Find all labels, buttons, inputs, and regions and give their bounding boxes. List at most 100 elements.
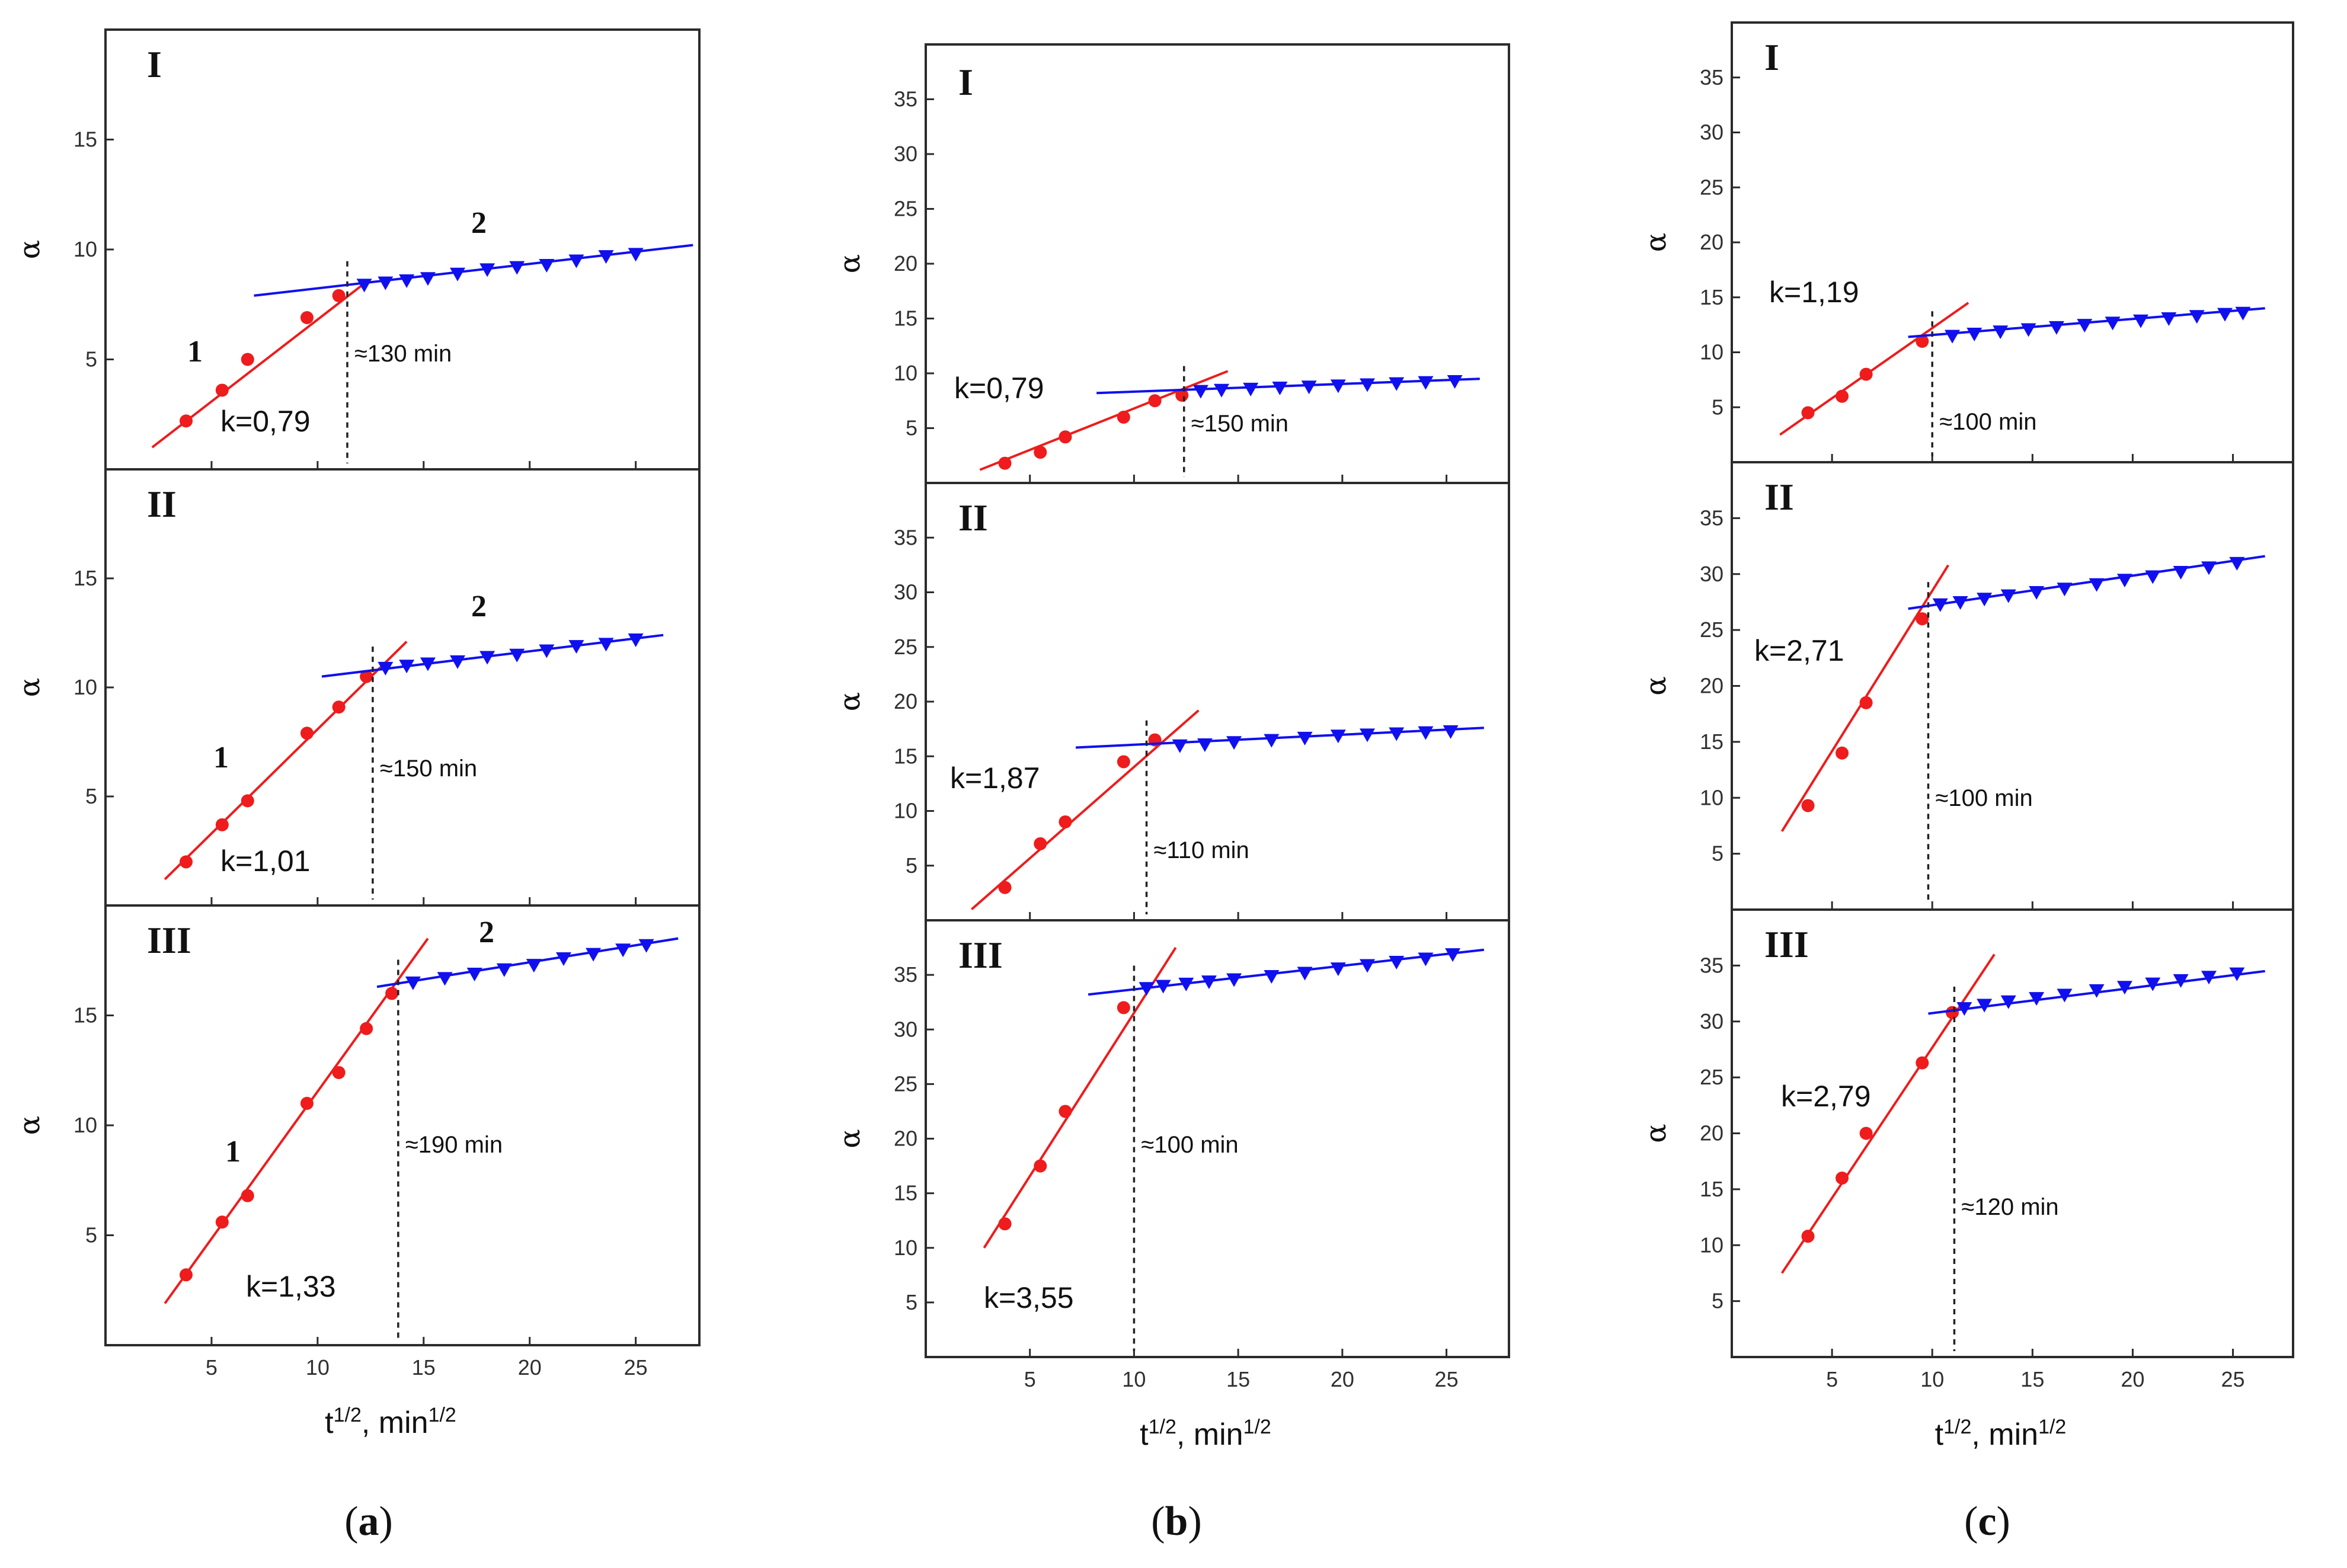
fit-line-2 xyxy=(1088,948,1485,996)
plot-frame xyxy=(104,28,701,471)
x-axis-label: t1/2, min1/2 xyxy=(325,1404,456,1440)
y-tick-label: 15 xyxy=(1700,1177,1724,1201)
data-point-2 xyxy=(2000,589,2016,603)
panel-numeral: I xyxy=(958,61,973,103)
y-tick-label: 35 xyxy=(1700,505,1724,530)
data-point-1 xyxy=(300,1096,314,1110)
subplot-label-a: (a) xyxy=(344,1499,393,1544)
y-tick-label: 5 xyxy=(1712,395,1724,419)
panel-a-iii: 5 10 15 5 10 15 20 25 α III ≈190 min k=1,33 1 2 xyxy=(13,904,701,1380)
data-point-1 xyxy=(998,1217,1012,1231)
data-point-2 xyxy=(1443,725,1459,739)
data-point-2 xyxy=(509,648,525,663)
data-point-2 xyxy=(378,661,394,676)
data-point-1 xyxy=(1034,837,1047,850)
y-tick-label: 20 xyxy=(894,251,917,276)
data-point-2 xyxy=(1389,956,1405,970)
data-point-1 xyxy=(998,881,1012,894)
breakpoint-time-label: ≈120 min xyxy=(1961,1194,2058,1220)
data-point-2 xyxy=(2173,565,2189,580)
panel-numeral: I xyxy=(1764,36,1779,78)
data-point-2 xyxy=(1977,999,1993,1013)
data-point-2 xyxy=(1155,980,1171,994)
y-tick-label: 15 xyxy=(894,744,917,768)
y-axis-label: α xyxy=(1639,233,1673,252)
curve-label-1: 1 xyxy=(225,1135,241,1169)
data-point-2 xyxy=(1977,593,1993,607)
y-tick-label: 20 xyxy=(894,689,917,713)
data-point-2 xyxy=(2020,323,2036,337)
y-axis-label: α xyxy=(833,692,866,711)
data-point-1 xyxy=(1148,394,1162,408)
data-point-2 xyxy=(1447,375,1463,389)
data-point-1 xyxy=(215,818,229,831)
y-tick-label: 5 xyxy=(85,1223,97,1247)
y-tick-label: 35 xyxy=(894,525,917,549)
breakpoint-time-label: ≈190 min xyxy=(405,1132,503,1158)
data-point-2 xyxy=(2116,574,2132,588)
curve-label-2: 2 xyxy=(471,590,487,623)
y-tick-label: 35 xyxy=(894,87,917,111)
x-tick-label: 20 xyxy=(2121,1367,2144,1391)
plot-area xyxy=(1780,953,2265,1274)
data-point-1 xyxy=(1034,1159,1047,1173)
x-tick-label: 25 xyxy=(624,1355,648,1380)
data-point-1 xyxy=(1916,334,1929,348)
data-point-2 xyxy=(2145,977,2161,991)
data-point-2 xyxy=(2161,312,2177,326)
plot-frame xyxy=(104,904,701,1346)
data-point-2 xyxy=(1201,975,1217,990)
x-tick-label: 5 xyxy=(206,1355,218,1380)
x-tick-label: 15 xyxy=(1226,1367,1250,1391)
y-tick-label: 25 xyxy=(894,1071,917,1096)
data-point-2 xyxy=(2105,316,2121,331)
data-point-1 xyxy=(215,383,229,397)
curve-label-1: 1 xyxy=(213,741,229,775)
y-tick-label: 5 xyxy=(1712,841,1724,866)
y-tick-label: 35 xyxy=(1700,65,1724,89)
data-point-2 xyxy=(479,651,495,665)
x-tick-label: 15 xyxy=(412,1355,436,1380)
data-point-1 xyxy=(1801,1230,1815,1243)
data-point-2 xyxy=(1967,327,1983,341)
y-tick-label: 10 xyxy=(73,237,97,261)
data-point-1 xyxy=(241,353,254,366)
x-tick-label: 5 xyxy=(1826,1367,1838,1391)
fit-line-1 xyxy=(970,709,1200,911)
fit-line-2 xyxy=(1096,377,1480,395)
data-point-2 xyxy=(420,657,436,671)
data-point-2 xyxy=(598,250,614,264)
curve-label-2: 2 xyxy=(471,206,487,240)
y-tick-label: 5 xyxy=(906,1290,917,1314)
plot-area xyxy=(164,937,679,1304)
plot-frame xyxy=(104,468,701,907)
data-point-2 xyxy=(450,267,466,281)
data-point-1 xyxy=(332,1065,346,1079)
plot-area xyxy=(164,633,664,881)
data-point-1 xyxy=(1859,367,1873,381)
curve-label-1: 1 xyxy=(187,335,203,369)
data-point-2 xyxy=(1192,385,1208,399)
data-point-2 xyxy=(2077,319,2093,333)
slope-label: k=1,33 xyxy=(246,1270,336,1303)
y-tick-label: 20 xyxy=(1700,230,1724,254)
data-point-2 xyxy=(1932,598,1948,612)
y-tick-label: 15 xyxy=(73,1003,97,1028)
x-tick-label: 10 xyxy=(1122,1367,1146,1391)
data-point-2 xyxy=(496,963,512,977)
breakpoint-time-label: ≈110 min xyxy=(1154,837,1249,863)
slope-label: k=0,79 xyxy=(954,372,1044,405)
data-point-2 xyxy=(2201,561,2217,575)
data-point-2 xyxy=(1360,959,1376,973)
subplot-label-b: (b) xyxy=(1151,1499,1202,1544)
data-point-2 xyxy=(2132,314,2148,328)
y-tick-label: 35 xyxy=(894,962,917,987)
y-tick-label: 25 xyxy=(894,197,917,221)
y-tick-label: 10 xyxy=(1700,785,1724,809)
data-point-1 xyxy=(1916,612,1929,626)
y-axis-label: α xyxy=(833,254,866,273)
data-point-1 xyxy=(300,311,314,325)
data-point-1 xyxy=(1117,1001,1130,1015)
data-point-2 xyxy=(479,263,495,277)
